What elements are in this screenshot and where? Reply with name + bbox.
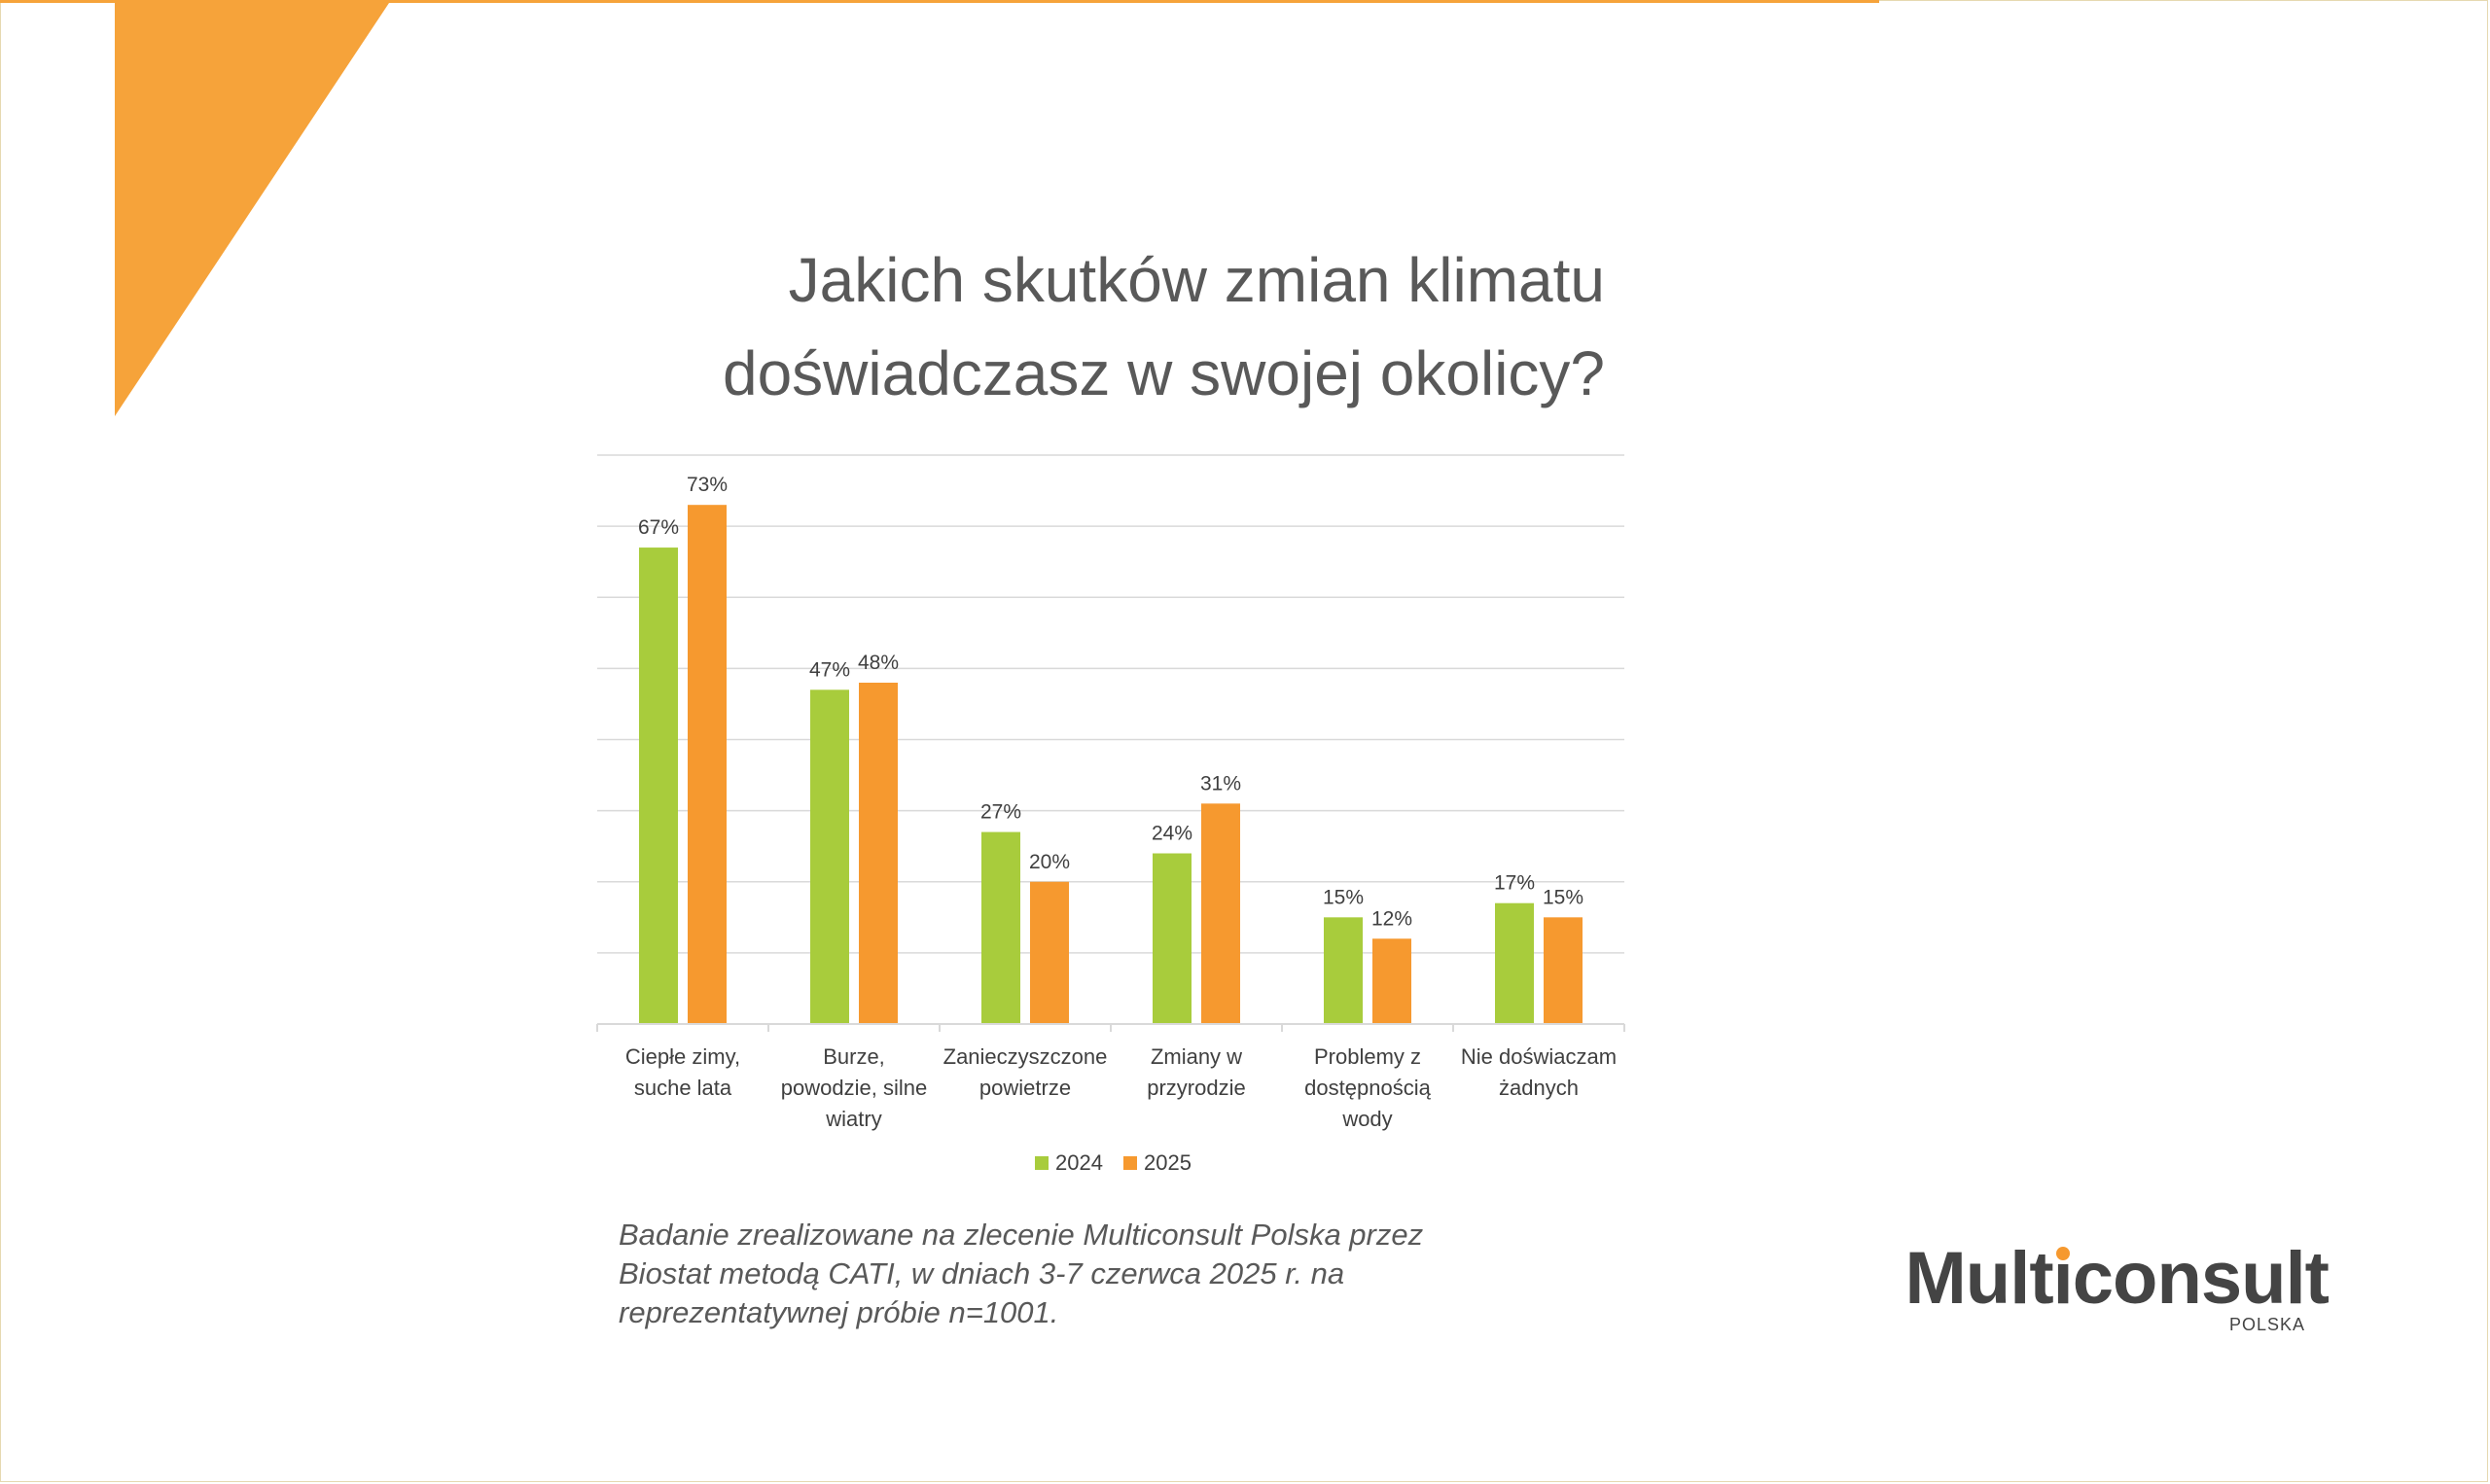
survey-footnote: Badanie zrealizowane na zlecenie Multico… (619, 1216, 1552, 1332)
data-labels: 67% 47% 27% 24% 15% 17% 73% 48% 20% 31% 12% 15% (638, 474, 1583, 930)
bar-2024 (1324, 917, 1363, 1024)
data-label-2025: 20% (1029, 851, 1070, 873)
logo-accent-dot (2055, 1247, 2070, 1260)
page-title: Jakich skutków zmian klimatu doświadczas… (622, 233, 1605, 420)
bar-2024 (981, 831, 1020, 1024)
logo-wordmark: Multiconsult (1904, 1237, 2330, 1320)
bar-2025 (859, 683, 898, 1024)
legend: 2024 2025 (1035, 1150, 1192, 1175)
bar-2024 (1153, 853, 1192, 1024)
data-label-2025: 12% (1371, 907, 1412, 930)
data-label-2025: 73% (687, 474, 728, 496)
footnote-line-3: reprezentatywnej próbie n=1001. (619, 1295, 1059, 1329)
bar-2024 (1495, 902, 1534, 1024)
corner-triangle-decoration (115, 0, 391, 416)
data-label-2025: 31% (1200, 772, 1241, 795)
data-label-2024: 27% (980, 801, 1021, 824)
data-label-2024: 24% (1152, 823, 1192, 845)
bar-2025 (1030, 881, 1069, 1024)
multiconsult-logo: Multiconsult POLSKA (1904, 1235, 2334, 1342)
x-tick-label: Burze, powodzie, silne wiatry (781, 1044, 927, 1131)
data-label-2025: 15% (1543, 886, 1583, 908)
x-tick-label: Ciepłe zimy, suche lata (625, 1044, 740, 1100)
legend-label-2025: 2025 (1144, 1150, 1192, 1175)
data-label-2024: 15% (1323, 886, 1364, 908)
x-tick-label: Zmiany w przyrodzie (1147, 1044, 1245, 1100)
bar-2025 (1372, 938, 1411, 1024)
bar-2025 (1201, 803, 1240, 1024)
logo-subtitle: POLSKA (2228, 1315, 2305, 1334)
legend-swatch-2025 (1123, 1156, 1137, 1170)
x-tick-label: Problemy z dostępnością wody (1304, 1044, 1431, 1131)
bars (639, 505, 1583, 1024)
gridlines (597, 454, 1624, 954)
data-label-2024: 17% (1494, 872, 1535, 895)
bar-2025 (1544, 917, 1583, 1024)
bar-2024 (810, 689, 849, 1024)
data-label-2024: 47% (809, 658, 850, 681)
page-title-line-2: doświadczasz w swojej okolicy? (722, 338, 1605, 408)
footnote-line-2: Biostat metodą CATI, w dniach 3-7 czerwc… (619, 1256, 1345, 1290)
footnote-line-1: Badanie zrealizowane na zlecenie Multico… (619, 1218, 1424, 1252)
legend-label-2024: 2024 (1055, 1150, 1103, 1175)
legend-swatch-2024 (1035, 1156, 1049, 1170)
page-title-line-1: Jakich skutków zmian klimatu (788, 245, 1605, 315)
data-label-2025: 48% (858, 652, 899, 674)
x-tick-label: Nie doświaczam żadnych (1461, 1044, 1617, 1100)
x-tick-label: Zanieczyszczone powietrze (943, 1044, 1108, 1100)
x-axis: Ciepłe zimy, suche lata Burze, powodzie, si… (596, 1023, 1625, 1131)
bar-2024 (639, 548, 678, 1024)
bar-2025 (688, 505, 727, 1024)
top-accent-rule (0, 0, 1879, 3)
data-label-2024: 67% (638, 516, 679, 539)
